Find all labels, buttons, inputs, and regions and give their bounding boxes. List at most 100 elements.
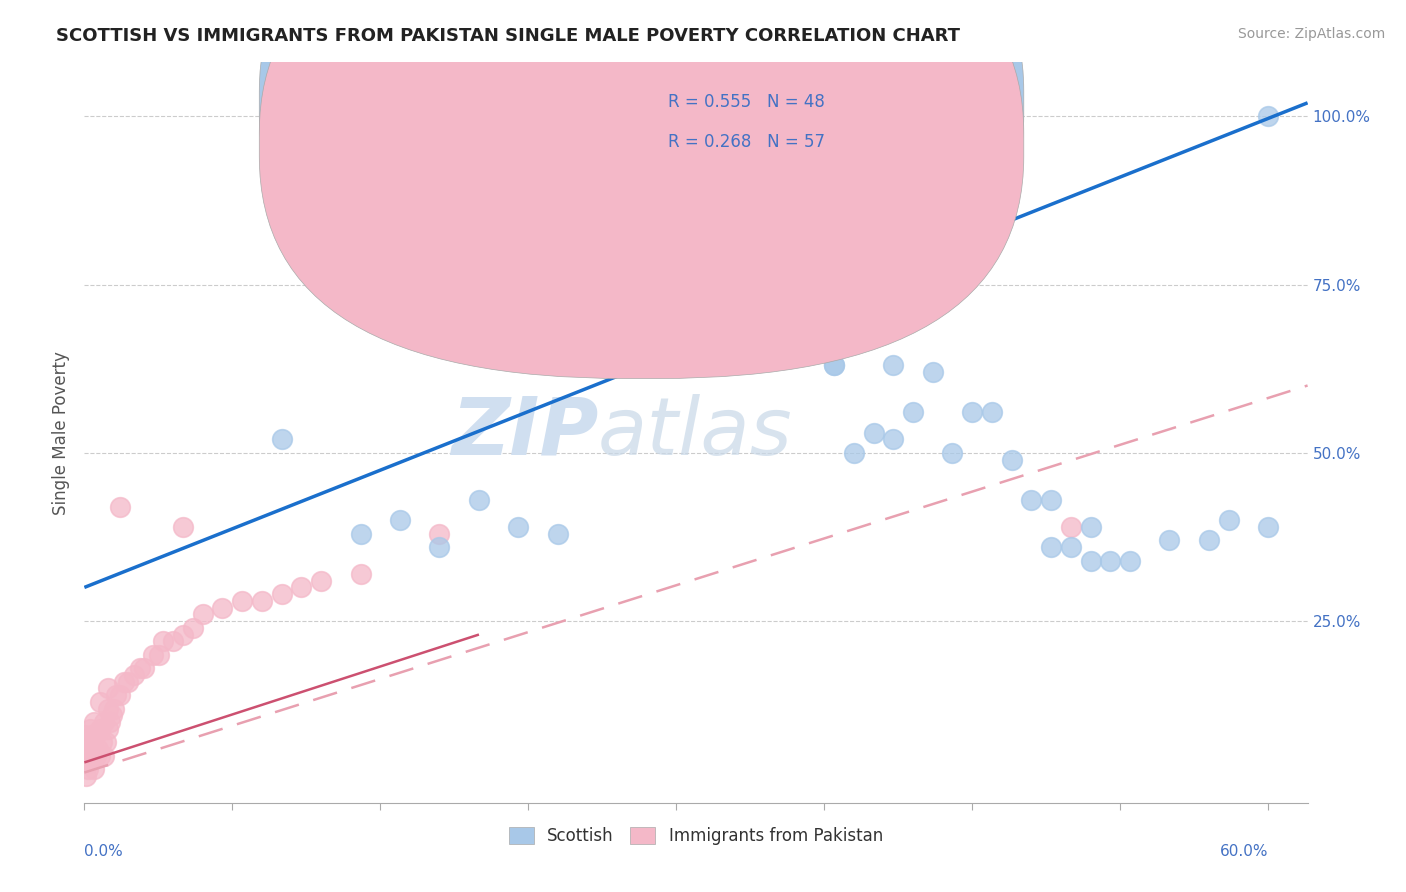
Point [122, 668, 145, 682]
Legend: Scottish, Immigrants from Pakistan: Scottish, Immigrants from Pakistan [501, 819, 891, 854]
Point [270, 433, 292, 447]
Point [73, 729, 96, 743]
Point [94, 735, 117, 749]
FancyBboxPatch shape [259, 0, 1024, 378]
Point [97, 722, 120, 736]
Point [93, 714, 115, 729]
Point [211, 600, 233, 615]
Point [862, 425, 884, 440]
Point [77, 742, 100, 756]
Point [83, 742, 105, 756]
Point [89, 748, 111, 763]
Point [83, 714, 105, 729]
Point [547, 526, 569, 541]
Text: R = 0.555   N = 48: R = 0.555 N = 48 [668, 93, 825, 111]
Point [1257, 520, 1279, 534]
Point [783, 318, 806, 332]
Point [1099, 553, 1122, 567]
Point [429, 540, 451, 554]
FancyBboxPatch shape [610, 88, 917, 181]
Point [901, 405, 924, 419]
Point [1001, 452, 1024, 467]
Text: 60.0%: 60.0% [1219, 844, 1268, 858]
Point [270, 587, 292, 601]
Point [73, 742, 96, 756]
Point [97, 701, 120, 715]
Point [82, 729, 104, 743]
Point [112, 674, 135, 689]
Point [1060, 540, 1083, 554]
Point [148, 648, 170, 662]
Point [181, 621, 204, 635]
Point [508, 109, 530, 123]
Point [1119, 553, 1142, 567]
Point [547, 109, 569, 123]
Point [84, 748, 107, 763]
Point [882, 359, 904, 373]
Point [744, 277, 766, 292]
FancyBboxPatch shape [259, 0, 1024, 337]
Point [75, 769, 97, 783]
Point [75, 735, 97, 749]
Point [103, 701, 125, 715]
Point [191, 607, 214, 622]
Point [547, 109, 569, 123]
Point [87, 742, 110, 756]
Text: R = 0.268   N = 57: R = 0.268 N = 57 [668, 134, 825, 152]
Point [309, 574, 332, 588]
Point [172, 627, 194, 641]
Point [429, 526, 451, 541]
Point [1080, 553, 1102, 567]
Point [128, 661, 150, 675]
Point [79, 756, 101, 770]
Text: SCOTTISH VS IMMIGRANTS FROM PAKISTAN SINGLE MALE POVERTY CORRELATION CHART: SCOTTISH VS IMMIGRANTS FROM PAKISTAN SIN… [56, 27, 960, 45]
Point [82, 748, 104, 763]
Point [842, 446, 865, 460]
Point [389, 513, 412, 527]
Text: ZIP: ZIP [451, 393, 598, 472]
Point [97, 681, 120, 696]
Point [1080, 520, 1102, 534]
Point [108, 688, 131, 702]
Point [132, 661, 155, 675]
Point [665, 311, 688, 326]
Point [803, 318, 825, 332]
Point [468, 109, 491, 123]
Text: 0.0%: 0.0% [84, 844, 124, 858]
Point [79, 722, 101, 736]
Point [586, 244, 609, 258]
Point [724, 270, 747, 285]
Point [882, 433, 904, 447]
Point [508, 109, 530, 123]
Point [980, 405, 1002, 419]
Point [704, 277, 727, 292]
Point [89, 722, 111, 736]
Point [290, 581, 312, 595]
Point [1198, 533, 1220, 548]
Point [142, 648, 165, 662]
Point [250, 594, 273, 608]
Point [606, 318, 628, 332]
Point [98, 714, 121, 729]
Point [73, 748, 96, 763]
Point [231, 594, 253, 608]
Point [941, 446, 963, 460]
Point [1060, 520, 1083, 534]
Point [152, 634, 174, 648]
Point [349, 526, 371, 541]
Point [1257, 109, 1279, 123]
Point [77, 762, 100, 776]
Point [117, 674, 139, 689]
Point [108, 500, 131, 514]
Point [104, 688, 127, 702]
Point [921, 365, 943, 379]
Point [84, 729, 107, 743]
Point [1040, 492, 1063, 507]
Point [1159, 533, 1181, 548]
Y-axis label: Single Male Poverty: Single Male Poverty [52, 351, 70, 515]
Point [83, 762, 105, 776]
Point [75, 756, 97, 770]
Point [960, 405, 983, 419]
Point [567, 217, 589, 231]
Point [91, 735, 114, 749]
